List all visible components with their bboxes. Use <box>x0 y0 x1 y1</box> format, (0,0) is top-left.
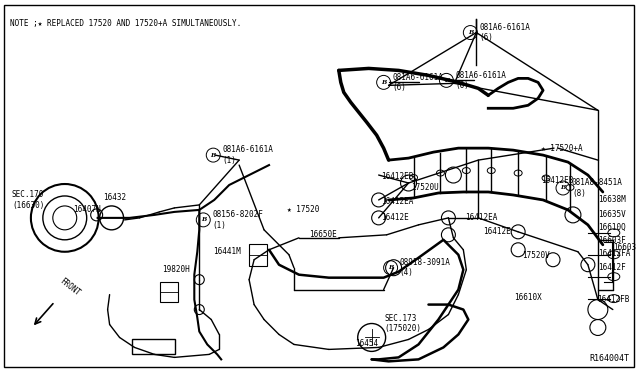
Bar <box>249 244 267 266</box>
Text: 16610Q: 16610Q <box>598 223 626 232</box>
Text: 16412FA: 16412FA <box>598 249 630 258</box>
Text: 16412EA: 16412EA <box>381 198 413 206</box>
Text: B: B <box>468 30 473 35</box>
Text: 16603: 16603 <box>613 243 636 252</box>
Text: 16635V: 16635V <box>598 211 626 219</box>
Text: R164004T: R164004T <box>589 355 630 363</box>
Text: 16407N: 16407N <box>73 205 100 214</box>
Text: SEC.170
(16630): SEC.170 (16630) <box>12 190 44 210</box>
Text: 16432: 16432 <box>102 193 125 202</box>
Text: ★ 17520: ★ 17520 <box>287 205 319 214</box>
Text: 17520U: 17520U <box>412 183 439 192</box>
Text: 16638M: 16638M <box>598 195 626 205</box>
Text: 16412EB: 16412EB <box>541 176 573 185</box>
Text: 16603F: 16603F <box>598 236 626 245</box>
Text: 16441M: 16441M <box>213 247 241 256</box>
Text: B: B <box>381 80 387 85</box>
Text: ★ 17520+A: ★ 17520+A <box>541 144 582 153</box>
Bar <box>132 340 175 355</box>
Text: 19820H: 19820H <box>163 265 190 274</box>
Text: 16412EA: 16412EA <box>465 214 498 222</box>
Text: 16650E: 16650E <box>309 230 337 239</box>
Text: 081A6-6161A
(1): 081A6-6161A (1) <box>222 145 273 165</box>
Text: B: B <box>444 78 449 83</box>
Text: B: B <box>388 265 393 270</box>
Text: B: B <box>201 217 206 222</box>
Text: 16412E: 16412E <box>381 214 408 222</box>
Text: SEC.173
(175020): SEC.173 (175020) <box>385 314 422 333</box>
Text: 081A8-8451A
(8): 081A8-8451A (8) <box>572 178 623 198</box>
Text: 08156-8202F
(1): 08156-8202F (1) <box>212 210 263 230</box>
Text: 16412FB: 16412FB <box>597 295 629 304</box>
Text: 16454: 16454 <box>355 339 378 348</box>
Text: B: B <box>211 153 216 158</box>
Text: 16610X: 16610X <box>514 293 542 302</box>
Text: 081A6-6161A
(6): 081A6-6161A (6) <box>392 73 444 92</box>
Text: 08918-3091A
(4): 08918-3091A (4) <box>399 258 451 278</box>
Text: FRONT: FRONT <box>58 276 81 298</box>
Text: 16412EB: 16412EB <box>381 171 413 180</box>
Text: NOTE ;★ REPLACED 17520 AND 17520+A SIMULTANEOUSLY.: NOTE ;★ REPLACED 17520 AND 17520+A SIMUL… <box>10 19 241 28</box>
Text: 081A6-6161A
(6): 081A6-6161A (6) <box>479 23 530 42</box>
Bar <box>161 282 179 302</box>
Text: B: B <box>561 186 566 190</box>
Text: 16412E: 16412E <box>483 227 511 236</box>
Text: 16412F: 16412F <box>598 263 626 272</box>
Text: 081A6-6161A
(6): 081A6-6161A (6) <box>456 71 506 90</box>
Text: 17520V: 17520V <box>522 251 550 260</box>
